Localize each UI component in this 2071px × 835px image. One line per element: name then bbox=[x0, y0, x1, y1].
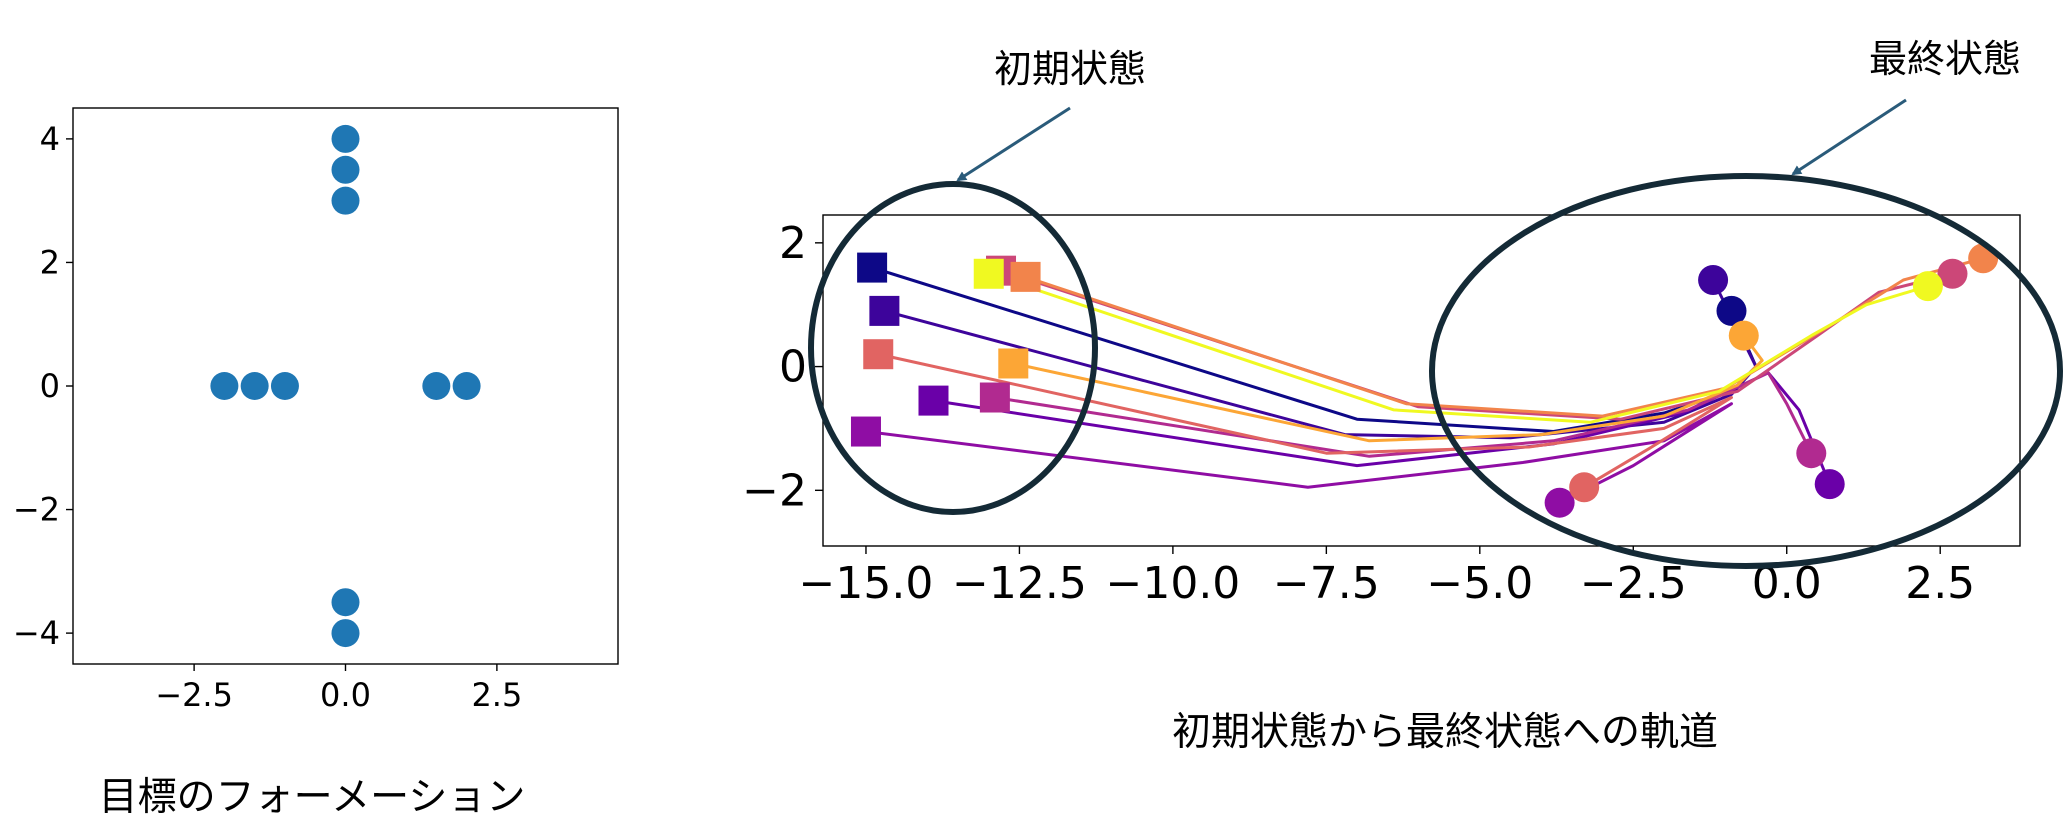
trajectory-xtick-label: −2.5 bbox=[1580, 558, 1687, 609]
formation-ytick-label: 0 bbox=[40, 367, 60, 405]
formation-caption: 目標のフォーメーション bbox=[99, 775, 526, 820]
final-state-marker bbox=[1814, 469, 1845, 500]
initial-state-marker bbox=[857, 252, 888, 283]
formation-point bbox=[331, 155, 360, 184]
initial-state-marker bbox=[973, 258, 1004, 289]
final-state-marker bbox=[1912, 271, 1943, 302]
trajectory-line bbox=[877, 352, 1733, 489]
trajectory-chart: −15.0 −12.5 −10.0 −7.5 −5.0 −2.5 0.0 2.520−2 初期… bbox=[742, 37, 2063, 755]
formation-xtick-label: −2.5 bbox=[155, 676, 233, 714]
trajectory-line bbox=[1025, 256, 1984, 418]
final-state-marker bbox=[1544, 487, 1575, 518]
final-state-marker bbox=[1569, 472, 1600, 503]
formation-plot-frame bbox=[72, 107, 619, 665]
trajectory-markers bbox=[850, 243, 1999, 518]
trajectory-xtick-label: −12.5 bbox=[952, 558, 1087, 609]
initial-state-marker bbox=[998, 348, 1029, 379]
initial-state-marker bbox=[863, 339, 894, 370]
trajectory-ytick-label: −2 bbox=[742, 465, 807, 516]
formation-ytick-label: −4 bbox=[13, 614, 60, 652]
initial-state-arrow bbox=[956, 106, 1071, 182]
formation-point bbox=[331, 588, 360, 617]
formation-xtick-label: 2.5 bbox=[471, 676, 522, 714]
trajectory-xtick-label: 2.5 bbox=[1905, 558, 1975, 609]
trajectory-line bbox=[1000, 269, 1953, 421]
final-state-marker bbox=[1728, 320, 1759, 351]
trajectory-plot-frame bbox=[822, 214, 2021, 547]
initial-state-marker bbox=[979, 382, 1010, 413]
trajectory-xtick-label: −7.5 bbox=[1273, 558, 1380, 609]
formation-chart: −2.5 0.0 2.5 4 2 0 −2 −4 目標のフォーメーション bbox=[13, 107, 619, 820]
final-state-marker bbox=[1716, 295, 1747, 326]
initial-state-marker bbox=[1010, 261, 1041, 292]
initial-state-ellipse bbox=[808, 181, 1098, 515]
formation-point bbox=[331, 619, 360, 648]
formation-points bbox=[210, 124, 481, 648]
trajectory-ytick-label: 0 bbox=[779, 342, 807, 393]
formation-point bbox=[331, 124, 360, 153]
trajectory-line bbox=[1012, 334, 1764, 443]
trajectory-xtick-label: −5.0 bbox=[1426, 558, 1533, 609]
trajectory-line bbox=[994, 371, 1813, 458]
trajectory-axes: −15.0 −12.5 −10.0 −7.5 −5.0 −2.5 0.0 2.520−2 bbox=[742, 218, 1975, 609]
final-state-label: 最終状態 bbox=[1869, 37, 2021, 81]
formation-xtick-label: 0.0 bbox=[320, 676, 371, 714]
final-state-arrow bbox=[1791, 98, 1907, 176]
trajectory-lines bbox=[865, 256, 1984, 505]
final-state-marker bbox=[1796, 438, 1827, 469]
final-state-marker bbox=[1937, 258, 1968, 289]
trajectory-line bbox=[933, 371, 1832, 485]
initial-state-marker bbox=[850, 416, 881, 447]
trajectory-xtick-label: −10.0 bbox=[1105, 558, 1240, 609]
formation-point bbox=[331, 186, 360, 215]
formation-axes: −2.5 0.0 2.5 4 2 0 −2 −4 bbox=[13, 120, 523, 714]
trajectory-caption: 初期状態から最終状態への軌道 bbox=[1172, 710, 1718, 755]
final-state-marker bbox=[1698, 264, 1729, 295]
initial-state-label: 初期状態 bbox=[994, 47, 1146, 91]
initial-state-marker bbox=[918, 385, 949, 416]
formation-point bbox=[270, 372, 299, 400]
formation-point bbox=[452, 372, 481, 400]
formation-point bbox=[210, 372, 239, 400]
formation-ytick-label: 2 bbox=[40, 243, 60, 281]
formation-ytick-label: −2 bbox=[13, 491, 60, 529]
trajectory-ytick-label: 2 bbox=[779, 218, 807, 269]
formation-point bbox=[240, 372, 269, 400]
formation-ytick-label: 4 bbox=[40, 120, 60, 158]
final-state-ellipse bbox=[1429, 173, 2063, 569]
trajectory-line bbox=[988, 272, 1929, 424]
initial-state-marker bbox=[869, 295, 900, 326]
formation-point bbox=[422, 372, 451, 400]
trajectory-xtick-label: −15.0 bbox=[799, 558, 934, 609]
